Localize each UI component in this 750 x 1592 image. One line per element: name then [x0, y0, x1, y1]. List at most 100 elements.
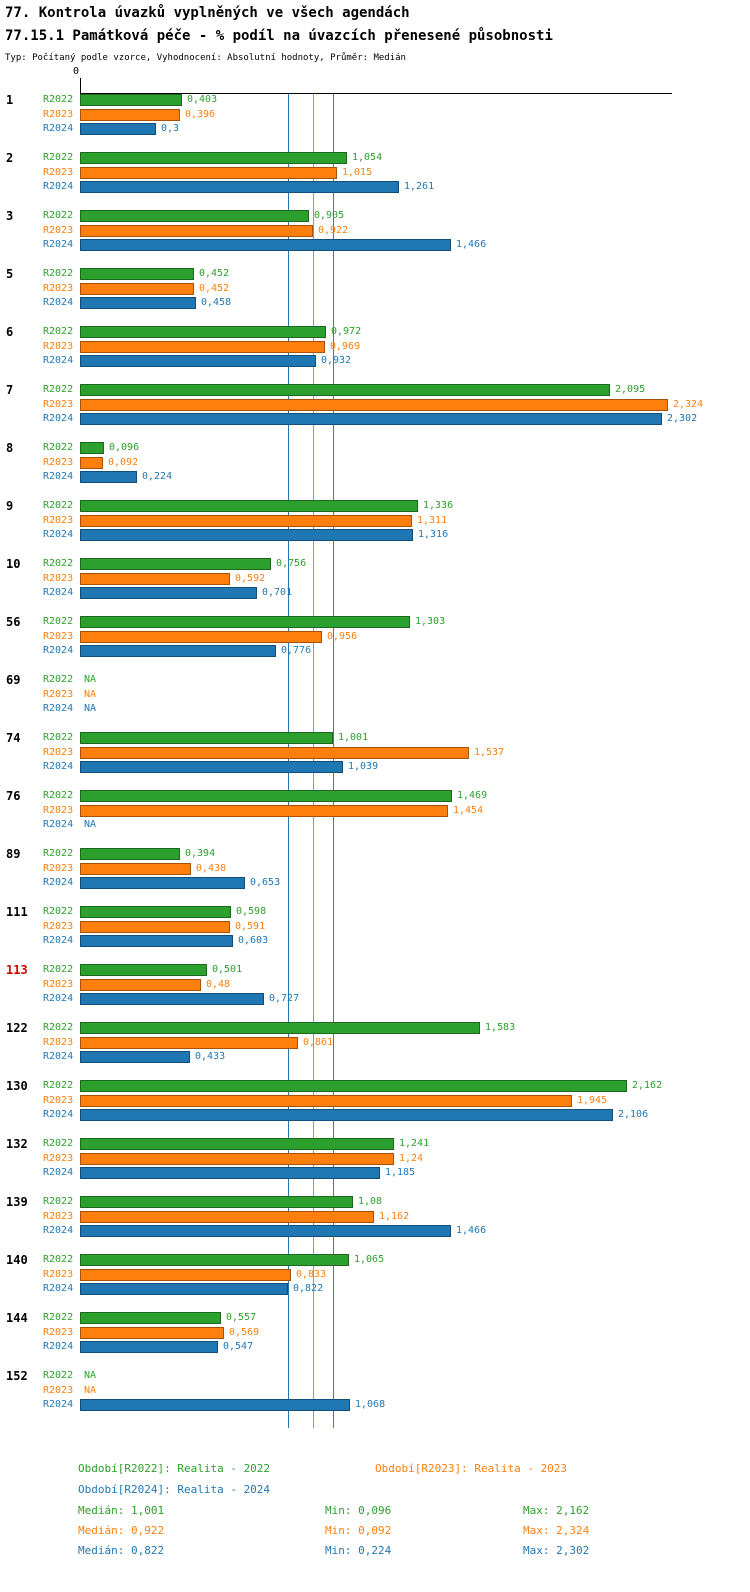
- group-label: 3: [6, 209, 14, 223]
- bar-r2024-group-122: [80, 1051, 190, 1063]
- bar-r2023-group-1: [80, 109, 180, 121]
- value-label: 1,466: [456, 1225, 487, 1236]
- value-label: 2,324: [673, 399, 704, 410]
- median-line-r2022: [333, 93, 334, 1428]
- value-label: 1,583: [485, 1022, 516, 1033]
- value-label: 1,039: [348, 761, 379, 772]
- value-label: 1,466: [456, 239, 487, 250]
- series-label-r2024: R2024: [43, 1225, 74, 1236]
- bar-r2024-group-74: [80, 761, 343, 773]
- bar-r2023-group-140: [80, 1269, 291, 1281]
- bar-r2022-group-144: [80, 1312, 221, 1324]
- series-label-r2023: R2023: [43, 573, 74, 584]
- bar-r2023-group-111: [80, 921, 230, 933]
- legend-item-r2022: Období[R2022]: Realita - 2022: [78, 1462, 271, 1475]
- value-label: NA: [84, 674, 97, 685]
- value-label: 1,185: [385, 1167, 416, 1178]
- group-label: 113: [6, 963, 28, 977]
- series-label-r2023: R2023: [43, 863, 74, 874]
- value-label: 0,592: [235, 573, 266, 584]
- bar-r2024-group-7: [80, 413, 662, 425]
- value-label: 1,068: [355, 1399, 386, 1410]
- value-label: 2,095: [615, 384, 646, 395]
- stat-median-r2024: Medián: 0,822: [78, 1544, 165, 1557]
- value-label: 0,922: [318, 225, 349, 236]
- value-label: 1,08: [358, 1196, 383, 1207]
- bar-r2023-group-10: [80, 573, 230, 585]
- series-label-r2023: R2023: [43, 805, 74, 816]
- group-label: 132: [6, 1137, 28, 1151]
- series-label-r2022: R2022: [43, 1370, 74, 1381]
- value-label: 0,969: [330, 341, 361, 352]
- group-label: 144: [6, 1311, 28, 1325]
- x-axis-line: [80, 93, 672, 94]
- value-label: 2,162: [632, 1080, 663, 1091]
- series-label-r2022: R2022: [43, 848, 74, 859]
- bar-r2024-group-56: [80, 645, 276, 657]
- value-label: 0,932: [321, 355, 352, 366]
- group-label: 152: [6, 1369, 28, 1383]
- series-label-r2024: R2024: [43, 993, 74, 1004]
- value-label: 0,861: [303, 1037, 334, 1048]
- value-label: 0,452: [199, 283, 230, 294]
- series-label-r2022: R2022: [43, 616, 74, 627]
- series-label-r2022: R2022: [43, 384, 74, 395]
- series-label-r2024: R2024: [43, 1167, 74, 1178]
- series-label-r2024: R2024: [43, 123, 74, 134]
- stat-min-r2022: Min: 0,096: [325, 1504, 392, 1517]
- bar-r2024-group-113: [80, 993, 264, 1005]
- chart-title: 77. Kontrola úvazků vyplněných ve všech …: [5, 5, 410, 21]
- legend-item-r2023: Období[R2023]: Realita - 2023: [375, 1462, 568, 1475]
- value-label: 0,096: [109, 442, 140, 453]
- series-label-r2022: R2022: [43, 1196, 74, 1207]
- value-label: 1,065: [354, 1254, 385, 1265]
- value-label: 1,303: [415, 616, 446, 627]
- series-label-r2023: R2023: [43, 283, 74, 294]
- series-label-r2023: R2023: [43, 921, 74, 932]
- series-label-r2023: R2023: [43, 747, 74, 758]
- stat-min-r2024: Min: 0,224: [325, 1544, 392, 1557]
- bar-r2022-group-3: [80, 210, 309, 222]
- series-label-r2024: R2024: [43, 297, 74, 308]
- series-label-r2024: R2024: [43, 819, 74, 830]
- bar-r2024-group-139: [80, 1225, 451, 1237]
- bar-r2024-group-2: [80, 181, 399, 193]
- series-label-r2022: R2022: [43, 906, 74, 917]
- group-label: 56: [6, 615, 21, 629]
- value-label: 0,396: [185, 109, 216, 120]
- value-label: 0,452: [199, 268, 230, 279]
- value-label: 1,316: [418, 529, 449, 540]
- stat-max-r2024: Max: 2,302: [523, 1544, 590, 1557]
- bar-r2023-group-56: [80, 631, 322, 643]
- value-label: 1,24: [399, 1153, 424, 1164]
- series-label-r2022: R2022: [43, 558, 74, 569]
- value-label: NA: [84, 689, 97, 700]
- chart-subtitle: 77.15.1 Památková péče - % podíl na úvaz…: [5, 28, 553, 44]
- bar-r2023-group-9: [80, 515, 412, 527]
- group-label: 5: [6, 267, 14, 281]
- value-label: NA: [84, 1370, 97, 1381]
- value-label: 0,547: [223, 1341, 254, 1352]
- value-label: 0,591: [235, 921, 266, 932]
- bar-r2023-group-130: [80, 1095, 572, 1107]
- bar-r2022-group-10: [80, 558, 271, 570]
- series-label-r2024: R2024: [43, 1341, 74, 1352]
- value-label: 1,454: [453, 805, 484, 816]
- legend-item-r2024: Období[R2024]: Realita - 2024: [78, 1483, 271, 1496]
- series-label-r2022: R2022: [43, 500, 74, 511]
- series-label-r2023: R2023: [43, 515, 74, 526]
- group-label: 130: [6, 1079, 28, 1093]
- series-label-r2023: R2023: [43, 225, 74, 236]
- series-label-r2024: R2024: [43, 1109, 74, 1120]
- bar-r2023-group-5: [80, 283, 194, 295]
- stat-max-r2022: Max: 2,162: [523, 1504, 590, 1517]
- series-label-r2023: R2023: [43, 689, 74, 700]
- series-label-r2024: R2024: [43, 529, 74, 540]
- chart-plot-area: 1 R2022 0,403 R2023 0,396 R2024 0,3 2 R2022 1,054…: [6, 78, 704, 1428]
- bar-r2024-group-152: [80, 1399, 350, 1411]
- group-label: 1: [6, 93, 14, 107]
- group-label: 2: [6, 151, 14, 165]
- value-label: 0,727: [269, 993, 300, 1004]
- bar-r2022-group-6: [80, 326, 326, 338]
- value-label: 1,241: [399, 1138, 430, 1149]
